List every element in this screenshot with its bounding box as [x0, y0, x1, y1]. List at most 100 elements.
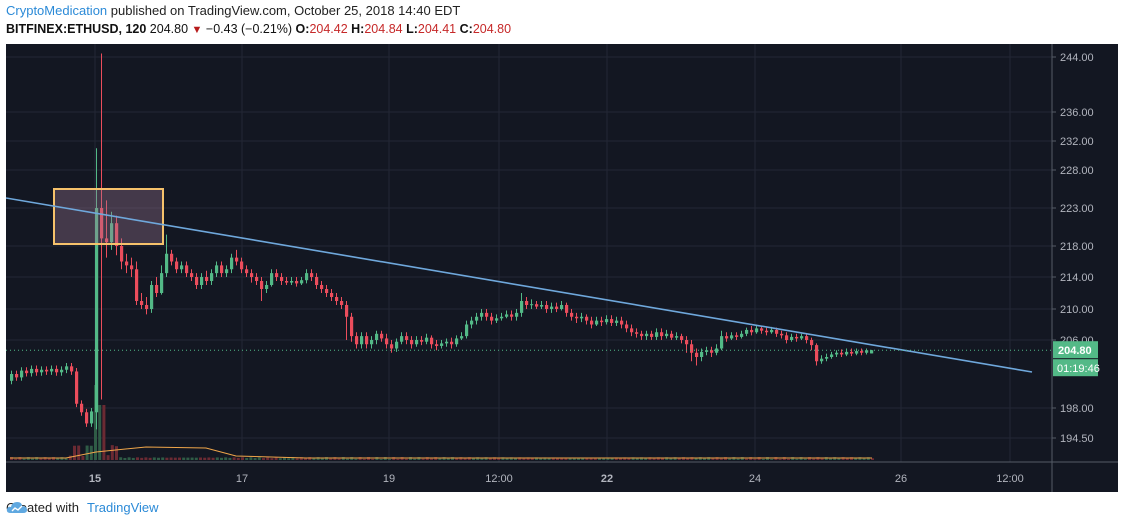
- chart-frame[interactable]: 244.00 236.00 232.00 228.00 223.00 218.00 214.…: [6, 44, 1118, 492]
- volume-bar: [560, 457, 564, 460]
- highlight-box[interactable]: [53, 188, 164, 245]
- volume-bar: [728, 458, 732, 460]
- volume-bar: [509, 457, 513, 460]
- tradingview-brand-link[interactable]: TradingView: [86, 500, 159, 515]
- volume-bar: [14, 458, 18, 460]
- volume-bar: [341, 457, 345, 460]
- candle-body: [750, 329, 754, 333]
- time-axis-label: 12:00: [996, 473, 1024, 485]
- symbol-label[interactable]: BITFINEX:ETHUSD, 120: [6, 22, 147, 36]
- volume-bar: [232, 457, 236, 460]
- volume-bar: [295, 458, 299, 460]
- volume-bar: [228, 457, 232, 460]
- volume-bar: [81, 455, 85, 460]
- volume-bar: [719, 458, 723, 460]
- time-axis-label: 12:00: [485, 473, 513, 485]
- volume-bar: [253, 458, 257, 460]
- volume-bar: [694, 458, 698, 460]
- candle-body: [85, 412, 89, 424]
- volume-bar: [484, 457, 488, 460]
- candle-body: [740, 333, 744, 337]
- candle-body: [725, 336, 729, 339]
- volume-bar: [392, 457, 396, 460]
- candle-body: [785, 335, 789, 340]
- volume-bar: [749, 457, 753, 460]
- volume-bar: [526, 457, 530, 460]
- candle-body: [205, 277, 209, 281]
- candle-body: [255, 277, 259, 281]
- volume-bar: [320, 458, 324, 460]
- volume-bar: [131, 457, 135, 460]
- volume-bar: [740, 457, 744, 460]
- down-arrow-icon: ▼: [191, 24, 203, 36]
- volume-bar: [249, 457, 253, 460]
- candle-body: [130, 265, 134, 270]
- volume-bar: [488, 458, 492, 460]
- volume-bar: [572, 457, 576, 460]
- candle-body: [590, 320, 594, 325]
- volume-bar: [308, 457, 312, 460]
- candle-body: [520, 301, 524, 313]
- volume-bar: [871, 458, 874, 460]
- volume-bar: [556, 457, 559, 460]
- price-axis-label: 194.50: [1060, 433, 1094, 445]
- volume-bar: [581, 457, 585, 460]
- volume-bar: [652, 458, 656, 460]
- volume-bar: [845, 458, 849, 460]
- candle-body: [865, 350, 869, 353]
- candle-body: [610, 319, 614, 323]
- candle-body: [320, 285, 324, 289]
- candle-body: [35, 368, 39, 373]
- price-axis-label: 210.00: [1060, 304, 1094, 316]
- volume-bar: [354, 458, 358, 460]
- volume-bar: [409, 457, 412, 460]
- candle-body: [325, 289, 329, 293]
- candle-body: [620, 320, 624, 325]
- candle-body: [685, 340, 689, 345]
- candle-body: [775, 329, 779, 334]
- price-axis-label: 223.00: [1060, 203, 1094, 215]
- candle-body: [370, 340, 374, 345]
- candle-body: [630, 328, 634, 333]
- candle-body: [395, 341, 399, 349]
- candle-body: [495, 318, 499, 321]
- volume-bar: [157, 457, 160, 460]
- volume-bar: [627, 457, 631, 460]
- candle-body: [675, 336, 679, 338]
- volume-bar: [463, 458, 467, 460]
- volume-bar: [144, 457, 148, 460]
- publish-info: CryptoMedication published on TradingVie…: [6, 3, 460, 18]
- price-axis-label: 218.00: [1060, 241, 1094, 253]
- volume-bar: [829, 458, 832, 460]
- price-axis-label: 214.00: [1060, 272, 1094, 284]
- candle-body: [95, 208, 99, 413]
- volume-bar: [820, 458, 824, 460]
- candle-body: [390, 344, 394, 349]
- volume-bar: [724, 457, 727, 460]
- descending-trendline[interactable]: [6, 197, 1033, 373]
- candle-body: [65, 366, 69, 370]
- volume-bar: [665, 457, 669, 460]
- volume-bar: [350, 457, 354, 460]
- volume-bar: [241, 457, 244, 460]
- candle-body: [665, 333, 669, 337]
- candlestick-chart[interactable]: 244.00 236.00 232.00 228.00 223.00 218.00 214.…: [6, 44, 1118, 492]
- volume-bar: [220, 457, 223, 460]
- open-value: 204.42: [309, 22, 348, 36]
- volume-bar: [568, 457, 572, 460]
- candle-body: [460, 336, 464, 339]
- candle-body: [835, 352, 839, 355]
- volume-moving-average: [10, 446, 872, 459]
- volume-bar: [434, 457, 438, 460]
- author-link[interactable]: CryptoMedication: [6, 3, 108, 18]
- volume-bar: [707, 457, 711, 460]
- candle-body: [660, 332, 664, 337]
- candle-body: [150, 285, 154, 309]
- candle-body: [515, 312, 519, 317]
- volume-bar: [858, 457, 862, 460]
- candle-body: [485, 312, 489, 317]
- candle-body: [330, 293, 334, 297]
- volume-bar: [757, 457, 761, 460]
- volume-bar: [77, 445, 81, 460]
- candle-body: [360, 336, 364, 345]
